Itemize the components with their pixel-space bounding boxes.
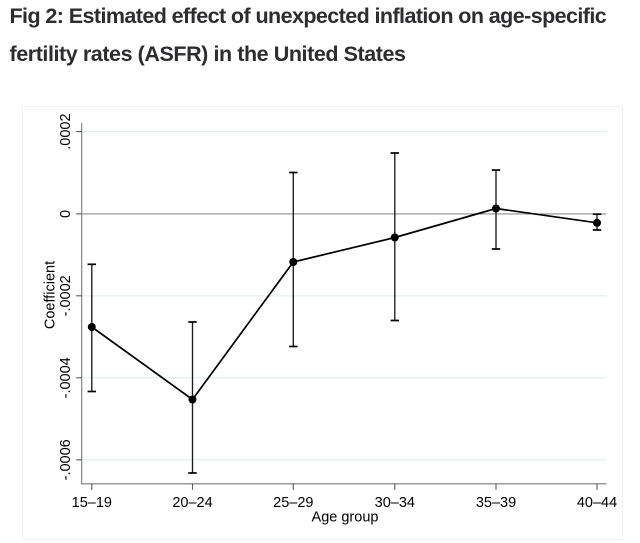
svg-text:15–19: 15–19: [72, 495, 112, 511]
svg-text:25–29: 25–29: [273, 495, 313, 511]
svg-text:20–24: 20–24: [172, 495, 212, 511]
svg-text:Age group: Age group: [312, 509, 379, 525]
svg-text:-.0002: -.0002: [58, 275, 74, 316]
svg-text:-.0006: -.0006: [58, 439, 74, 480]
svg-text:40–44: 40–44: [577, 495, 617, 511]
svg-text:Coefficient: Coefficient: [42, 261, 58, 329]
svg-text:30–34: 30–34: [375, 495, 415, 511]
svg-text:0: 0: [58, 210, 74, 218]
svg-text:-.0004: -.0004: [58, 357, 74, 398]
svg-text:.0002: .0002: [58, 113, 74, 149]
svg-text:35–39: 35–39: [476, 495, 516, 511]
